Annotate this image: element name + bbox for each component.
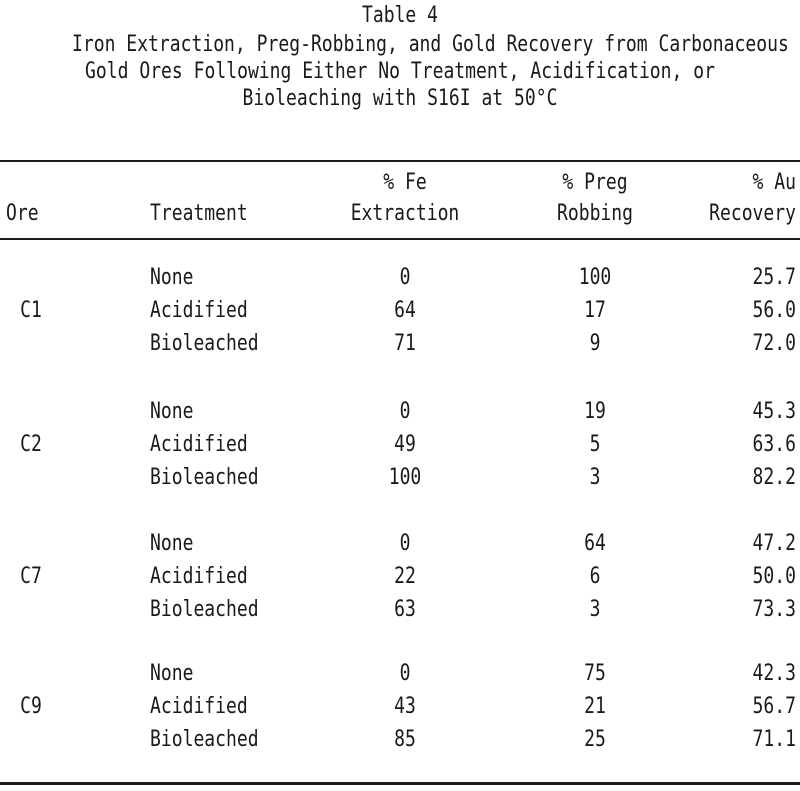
cell-au: 45.3 (752, 399, 796, 424)
cell-treatment: Acidified (150, 298, 248, 323)
cell-fe: 49 (394, 432, 416, 457)
cell-preg: 21 (584, 694, 606, 719)
table-title-line-2: Gold Ores Following Either No Treatment,… (85, 59, 715, 84)
cell-fe: 71 (394, 331, 416, 356)
header-fe-line1: % Fe (383, 170, 427, 195)
table-title-line-3: Bioleaching with S16I at 50°C (242, 86, 558, 111)
cell-preg: 25 (584, 727, 606, 752)
cell-preg: 17 (584, 298, 606, 323)
table-caption: Table 4 (361, 3, 439, 28)
cell-treatment: None (150, 399, 194, 424)
cell-preg: 3 (589, 465, 601, 490)
cell-fe: 63 (394, 597, 416, 622)
cell-treatment: Acidified (150, 564, 248, 589)
header-preg-line2: Robbing (556, 201, 634, 226)
cell-preg: 3 (589, 597, 601, 622)
header-preg-line1: % Preg (562, 170, 628, 195)
cell-treatment: Bioleached (150, 331, 259, 356)
cell-au: 47.2 (752, 531, 796, 556)
cell-fe: 0 (399, 265, 411, 290)
cell-treatment: None (150, 531, 194, 556)
cell-au: 71.1 (752, 727, 796, 752)
cell-fe: 64 (394, 298, 416, 323)
cell-preg: 19 (584, 399, 606, 424)
header-au-line2: Recovery (709, 201, 796, 226)
cell-preg: 100 (578, 265, 612, 290)
cell-treatment: Acidified (150, 694, 248, 719)
cell-au: 82.2 (752, 465, 796, 490)
cell-au: 72.0 (752, 331, 796, 356)
bottom-rule (0, 782, 800, 785)
cell-treatment: None (150, 661, 194, 686)
header-fe-line2: Extraction (350, 201, 460, 226)
cell-preg: 6 (589, 564, 601, 589)
ore-label: C1 (20, 298, 42, 323)
cell-preg: 9 (589, 331, 601, 356)
cell-treatment: None (150, 265, 194, 290)
cell-treatment: Acidified (150, 432, 248, 457)
cell-fe: 0 (399, 399, 411, 424)
header-treatment: Treatment (150, 201, 248, 226)
cell-treatment: Bioleached (150, 465, 259, 490)
header-rule (0, 238, 800, 240)
cell-au: 63.6 (752, 432, 796, 457)
cell-au: 56.0 (752, 298, 796, 323)
cell-fe: 85 (394, 727, 416, 752)
cell-au: 50.0 (752, 564, 796, 589)
cell-au: 25.7 (752, 265, 796, 290)
cell-au: 56.7 (752, 694, 796, 719)
header-au-line1: % Au (752, 170, 796, 195)
table-title-block: Table 4 Iron Extraction, Preg-Robbing, a… (0, 2, 800, 112)
cell-preg: 75 (584, 661, 606, 686)
table-title-line-1: Iron Extraction, Preg-Robbing, and Gold … (72, 32, 789, 57)
cell-au: 42.3 (752, 661, 796, 686)
cell-treatment: Bioleached (150, 597, 259, 622)
header-ore: Ore (6, 201, 39, 226)
ore-label: C7 (20, 564, 42, 589)
cell-treatment: Bioleached (150, 727, 259, 752)
cell-au: 73.3 (752, 597, 796, 622)
ore-label: C9 (20, 694, 42, 719)
cell-preg: 64 (584, 531, 606, 556)
ore-label: C2 (20, 432, 42, 457)
cell-fe: 0 (399, 661, 411, 686)
cell-fe: 22 (394, 564, 416, 589)
cell-fe: 100 (388, 465, 422, 490)
cell-fe: 0 (399, 531, 411, 556)
top-rule (0, 160, 800, 162)
cell-fe: 43 (394, 694, 416, 719)
cell-preg: 5 (589, 432, 601, 457)
